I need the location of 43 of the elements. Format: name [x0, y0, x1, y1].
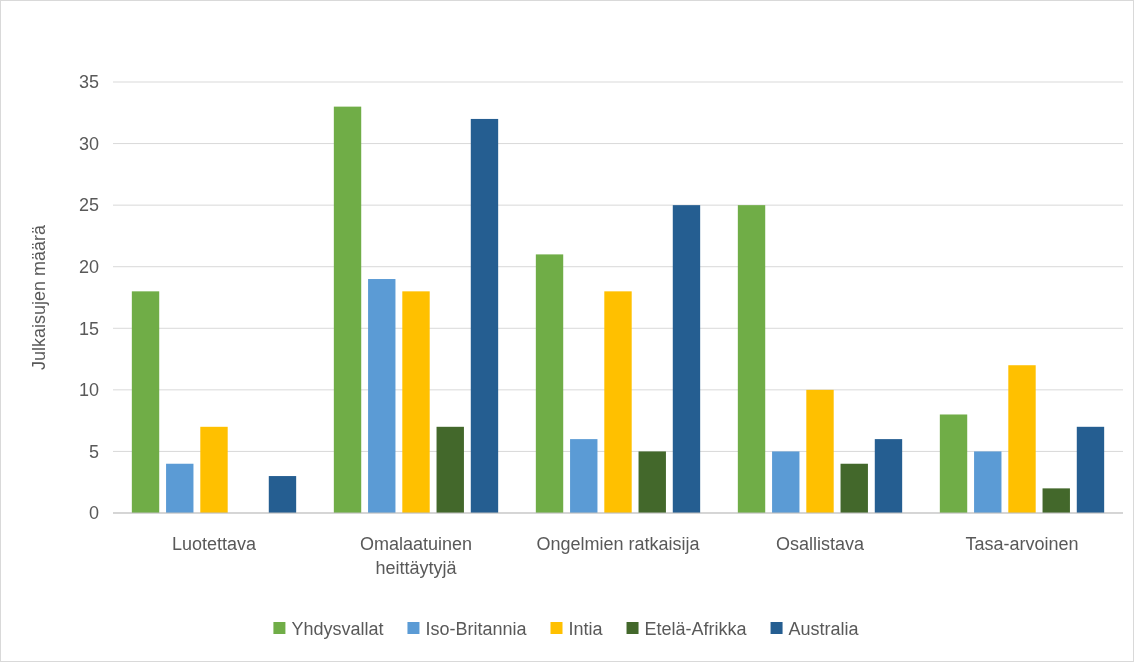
- bar: [166, 463, 194, 513]
- bar: [638, 451, 666, 513]
- y-tick-label: 30: [78, 133, 99, 154]
- bar: [772, 451, 800, 513]
- y-tick-label: 10: [78, 380, 99, 401]
- legend-label: Australia: [788, 619, 860, 640]
- legend-label: Intia: [568, 619, 604, 640]
- legend-label: Iso-Britannia: [425, 619, 528, 640]
- bar: [333, 106, 362, 513]
- bar: [402, 291, 430, 513]
- y-tick-label: 20: [78, 257, 99, 278]
- bar: [939, 414, 968, 513]
- y-axis-title: Julkaisujen määrä: [29, 223, 49, 371]
- bar: [436, 426, 464, 513]
- bar: [974, 451, 1002, 513]
- bar: [672, 205, 701, 513]
- bar: [535, 254, 564, 513]
- bar: [570, 439, 598, 513]
- bar: [840, 463, 868, 513]
- bar: [200, 426, 228, 513]
- bar: [1042, 488, 1070, 513]
- x-tick-label: Osallistava: [775, 534, 865, 554]
- y-tick-label: 0: [88, 503, 99, 524]
- legend-label: Yhdysvallat: [291, 619, 384, 640]
- x-tick-label: Tasa-arvoinen: [965, 534, 1079, 554]
- bar: [604, 291, 632, 513]
- y-tick-label: 25: [78, 195, 99, 216]
- legend-label: Etelä-Afrikka: [644, 619, 748, 640]
- y-tick-label: 35: [78, 72, 99, 93]
- bar: [874, 439, 903, 513]
- y-tick-label: 5: [88, 441, 99, 462]
- x-tick-label: Luotettava: [171, 534, 258, 554]
- bar: [1008, 365, 1036, 513]
- bar: [268, 476, 297, 513]
- x-tick-label: Omalaatuinen heittäytyjä: [359, 534, 473, 578]
- bar: [1076, 426, 1105, 513]
- bar: [737, 205, 766, 513]
- bar: [470, 118, 499, 513]
- bar: [806, 389, 834, 513]
- bar: [131, 291, 160, 513]
- x-tick-label: Ongelmien ratkaisija: [536, 534, 701, 554]
- y-tick-label: 15: [78, 318, 99, 339]
- bar: [368, 279, 396, 513]
